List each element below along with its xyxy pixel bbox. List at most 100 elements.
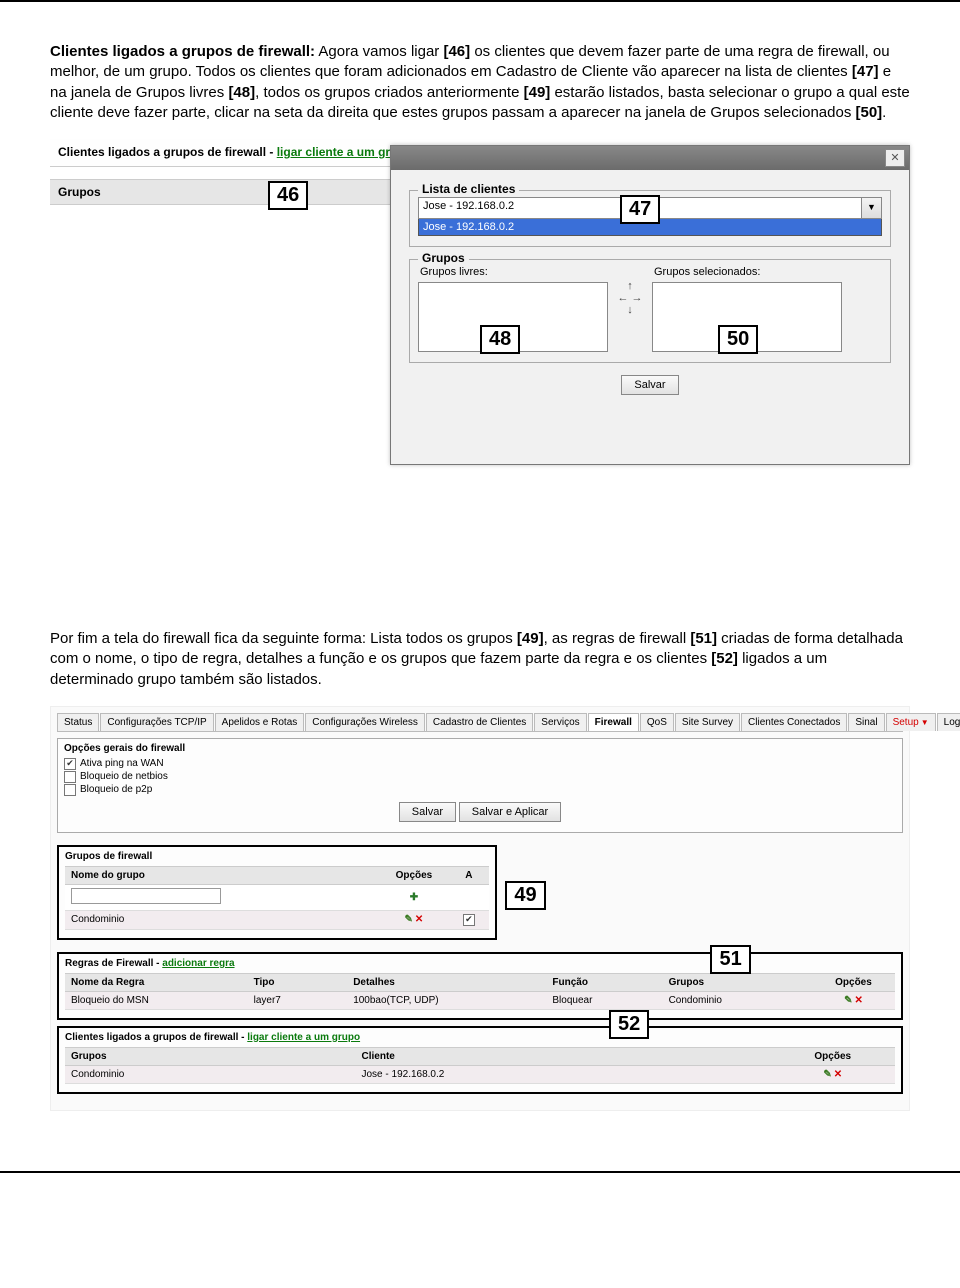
- tab-servi-os[interactable]: Serviços: [534, 713, 586, 731]
- col-opcoes: Opções: [812, 973, 895, 991]
- grupos-row-condominio: Condominio ✎✕ ✔: [65, 910, 489, 929]
- grupos-title: Grupos de firewall: [65, 851, 489, 862]
- arrow-left-right-icon[interactable]: ← →: [617, 292, 642, 304]
- novo-grupo-input[interactable]: [71, 888, 221, 904]
- tab-setup[interactable]: Setup▼: [886, 713, 936, 731]
- col-grupos: Grupos: [65, 1047, 356, 1065]
- chk-p2p-label: Bloqueio de p2p: [80, 784, 152, 795]
- edit-icon[interactable]: ✎: [844, 995, 852, 1006]
- ref-47: [47]: [852, 63, 879, 80]
- transfer-arrows: ↑ ← → ↓: [616, 280, 644, 316]
- checkbox-off-icon: [64, 771, 76, 783]
- chevron-down-icon: ▼: [921, 718, 929, 727]
- tab-site-survey[interactable]: Site Survey: [675, 713, 740, 731]
- col-cliente: Cliente: [356, 1047, 771, 1065]
- livres-label: Grupos livres:: [420, 266, 608, 278]
- ref-46: [46]: [443, 43, 470, 60]
- para2-t2: , as regras de firewall: [544, 630, 691, 647]
- regra-nome: Bloqueio do MSN: [65, 991, 248, 1009]
- s1-grupos-bar: Grupos: [50, 179, 390, 205]
- regra-funcao: Bloquear: [546, 991, 662, 1009]
- add-icon[interactable]: ✚: [410, 892, 418, 903]
- callout-51: 51: [710, 945, 750, 974]
- lista-legend: Lista de clientes: [418, 182, 519, 196]
- cliente-grupo: Condominio: [65, 1065, 356, 1083]
- col-opcoes: Opções: [771, 1047, 896, 1065]
- tab-firewall[interactable]: Firewall: [588, 713, 639, 731]
- ref-50: [50]: [855, 104, 882, 121]
- regras-title-prefix: Regras de Firewall -: [65, 958, 162, 969]
- chk-ping-wan[interactable]: ✔ Ativa ping na WAN: [64, 758, 896, 770]
- callout-50: 50: [718, 325, 758, 354]
- edit-icon[interactable]: ✎: [405, 914, 413, 925]
- callout-46: 46: [268, 181, 308, 210]
- tab-status[interactable]: Status: [57, 713, 99, 731]
- paragraph-2: Por fim a tela do firewall fica da segui…: [50, 629, 910, 690]
- save-button[interactable]: Salvar: [621, 375, 678, 395]
- tab-clientes-conectados[interactable]: Clientes Conectados: [741, 713, 847, 731]
- s1-header-prefix: Clientes ligados a grupos de firewall -: [58, 145, 277, 159]
- col-nome-regra: Nome da Regra: [65, 973, 248, 991]
- regra-grupos: Condominio: [663, 991, 812, 1009]
- panel-opcoes-gerais: Opções gerais do firewall ✔ Ativa ping n…: [57, 738, 903, 833]
- edit-icon[interactable]: ✎: [823, 1069, 831, 1080]
- selecionados-label: Grupos selecionados:: [654, 266, 842, 278]
- clientes-title-prefix: Clientes ligados a grupos de firewall -: [65, 1032, 247, 1043]
- tab-cadastro-de-clientes[interactable]: Cadastro de Clientes: [426, 713, 533, 731]
- screenshot-2: StatusConfigurações TCP/IPApelidos e Rot…: [50, 706, 910, 1111]
- tab-sinal[interactable]: Sinal: [848, 713, 884, 731]
- adicionar-regra-link[interactable]: adicionar regra: [162, 958, 234, 969]
- chevron-down-icon[interactable]: ▼: [861, 198, 881, 218]
- grupo-nome: Condominio: [65, 910, 379, 929]
- col-opcoes: Opções: [379, 866, 449, 884]
- salvar-aplicar-button[interactable]: Salvar e Aplicar: [459, 802, 561, 822]
- ligar-cliente-link[interactable]: ligar cliente a um grupo: [247, 1032, 360, 1043]
- ref-49: [49]: [524, 84, 551, 101]
- clientes-title: Clientes ligados a grupos de firewall - …: [65, 1032, 895, 1043]
- para1-t6: .: [882, 104, 886, 121]
- para1-t4: , todos os grupos criados anteriormente: [255, 84, 523, 101]
- col-detalhes: Detalhes: [347, 973, 546, 991]
- chk-netbios-label: Bloqueio de netbios: [80, 771, 168, 782]
- chk-ping-wan-label: Ativa ping na WAN: [80, 758, 164, 769]
- regra-detalhes: 100bao(TCP, UDP): [347, 991, 546, 1009]
- checkbox-on-icon[interactable]: ✔: [463, 914, 475, 926]
- grupos-row-new: ✚: [65, 884, 489, 910]
- tab-qos[interactable]: QoS: [640, 713, 674, 731]
- salvar-button[interactable]: Salvar: [399, 802, 456, 822]
- chk-p2p[interactable]: Bloqueio de p2p: [64, 784, 896, 796]
- col-funcao: Função: [546, 973, 662, 991]
- s1-modal: ✕ Lista de clientes Jose - 192.168.0.2 ▼…: [390, 145, 910, 465]
- panel-grupos-firewall: Grupos de firewall Nome do grupo Opções …: [57, 845, 497, 940]
- col-a: A: [449, 866, 489, 884]
- checkbox-off-icon: [64, 784, 76, 796]
- ref-49b: [49]: [517, 630, 544, 647]
- modal-titlebar: ✕: [391, 146, 909, 170]
- delete-icon[interactable]: ✕: [415, 914, 423, 925]
- arrow-down-icon[interactable]: ↓: [627, 304, 633, 316]
- clientes-table: Grupos Cliente Opções Condominio Jose - …: [65, 1047, 895, 1084]
- grupos-table: Nome do grupo Opções A ✚ Condominio ✎✕: [65, 866, 489, 930]
- chk-netbios[interactable]: Bloqueio de netbios: [64, 771, 896, 783]
- callout-52: 52: [609, 1010, 649, 1039]
- callout-49: 49: [505, 881, 545, 910]
- screenshot-1: Clientes ligados a grupos de firewall - …: [50, 139, 910, 479]
- panel-regras-firewall: Regras de Firewall - adicionar regra Nom…: [57, 952, 903, 1020]
- para1-lead: Clientes ligados a grupos de firewall:: [50, 43, 315, 60]
- col-grupos: Grupos: [663, 973, 812, 991]
- tab-configura-es-tcp-ip[interactable]: Configurações TCP/IP: [100, 713, 213, 731]
- tab-logout[interactable]: Logout: [937, 713, 960, 731]
- tab-apelidos-e-rotas[interactable]: Apelidos e Rotas: [215, 713, 305, 731]
- delete-icon[interactable]: ✕: [834, 1069, 842, 1080]
- close-icon[interactable]: ✕: [885, 149, 905, 167]
- ref-48: [48]: [228, 84, 255, 101]
- delete-icon[interactable]: ✕: [854, 995, 862, 1006]
- checkbox-on-icon: ✔: [64, 758, 76, 770]
- arrow-up-icon[interactable]: ↑: [627, 280, 633, 292]
- tab-configura-es-wireless[interactable]: Configurações Wireless: [305, 713, 425, 731]
- ref-51: [51]: [690, 630, 717, 647]
- opcoes-title: Opções gerais do firewall: [64, 743, 896, 754]
- paragraph-1: Clientes ligados a grupos de firewall: A…: [50, 42, 910, 123]
- regras-table: Nome da Regra Tipo Detalhes Função Grupo…: [65, 973, 895, 1010]
- col-nome-grupo: Nome do grupo: [65, 866, 379, 884]
